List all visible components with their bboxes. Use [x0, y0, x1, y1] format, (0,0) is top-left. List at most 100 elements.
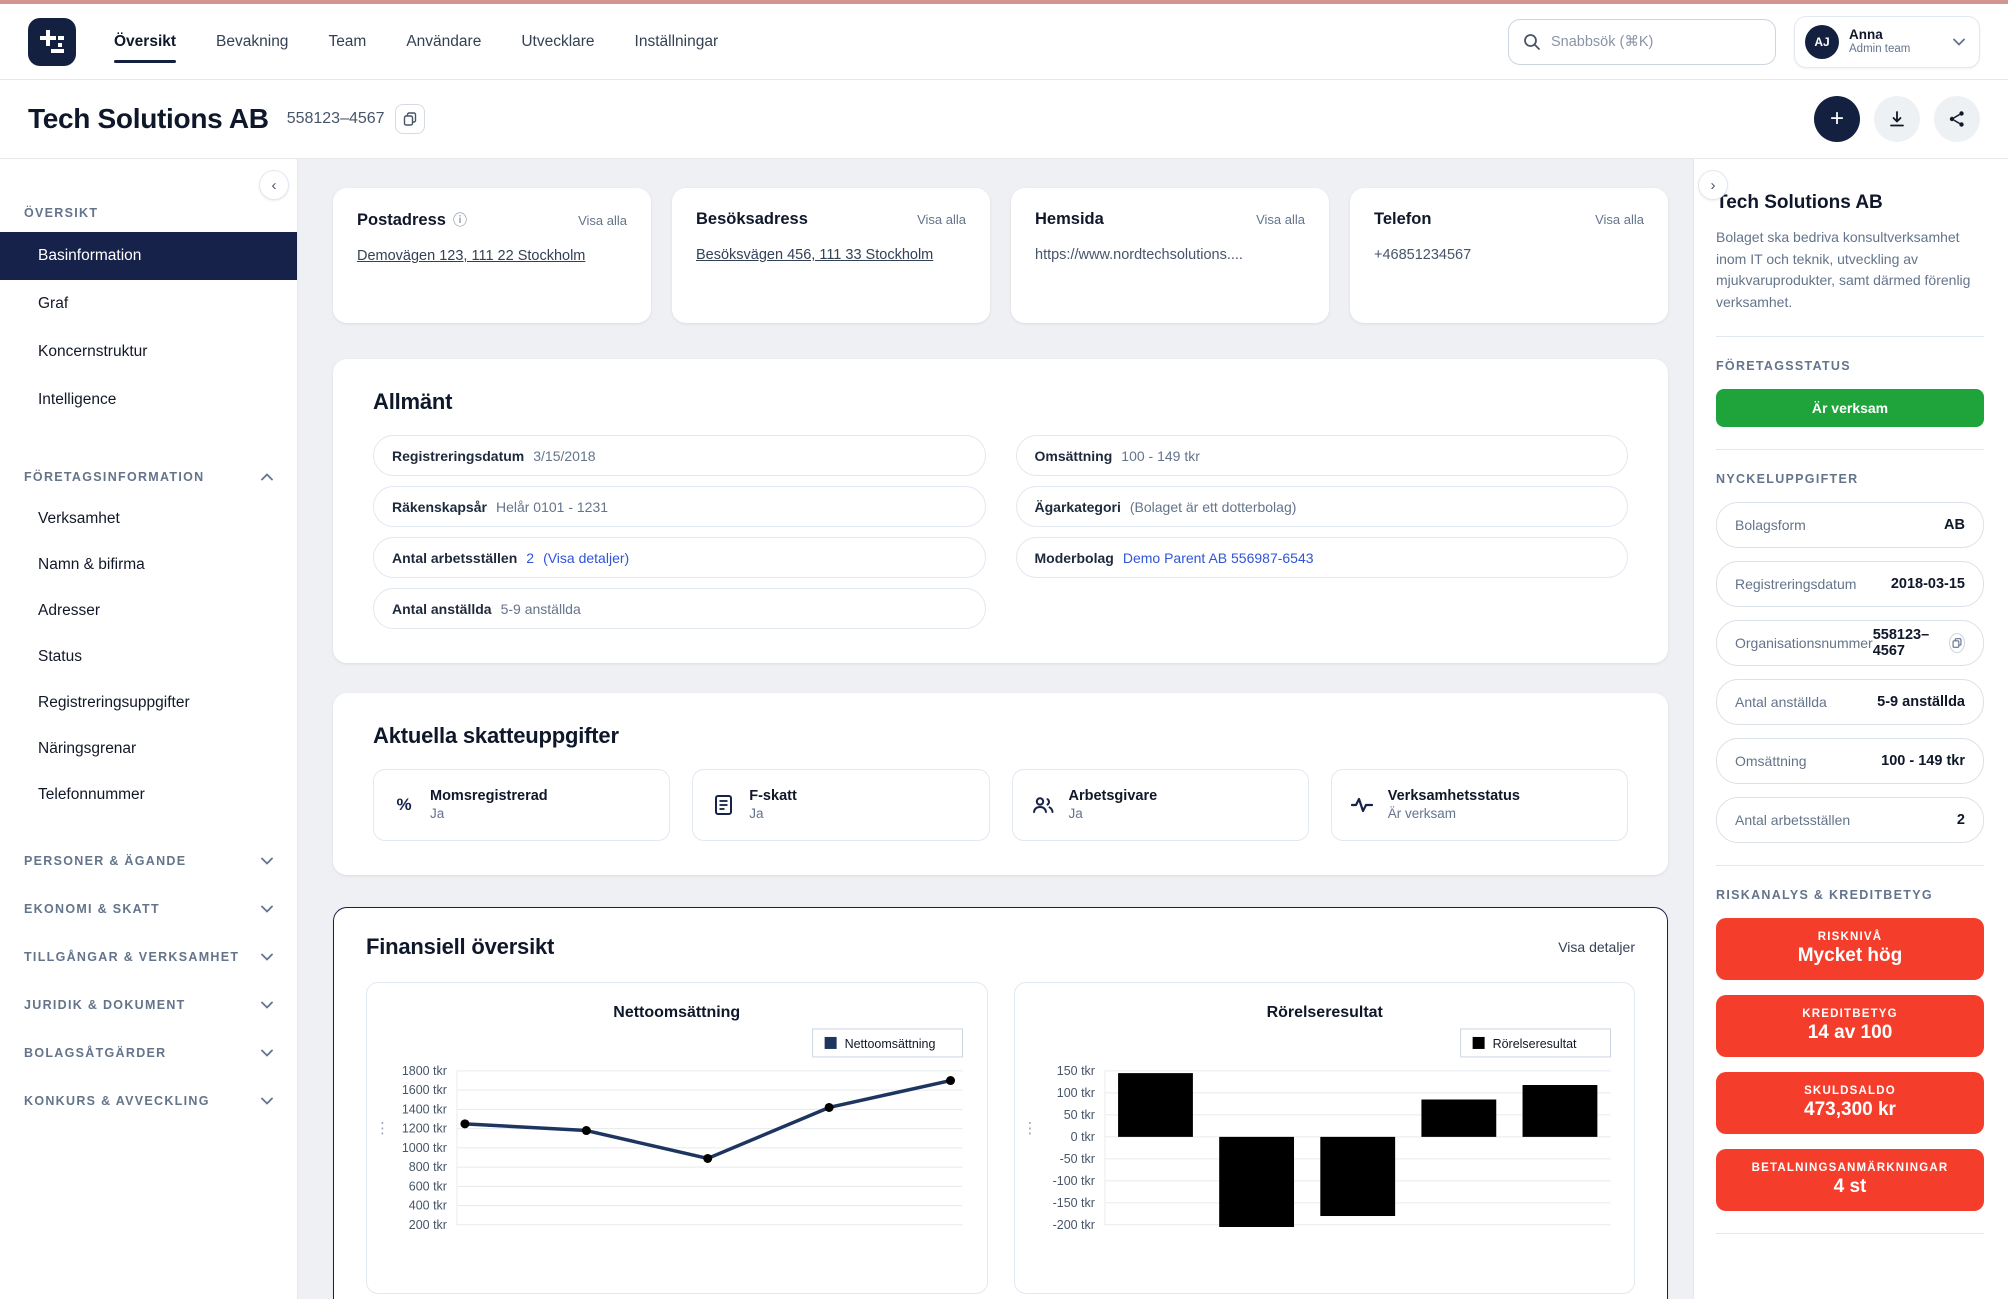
field-value: 100 - 149 tkr: [1121, 447, 1200, 464]
tab-oversikt[interactable]: Översikt: [114, 4, 177, 79]
visa-alla-link[interactable]: Visa alla: [1256, 212, 1305, 227]
visa-alla-link[interactable]: Visa alla: [917, 212, 966, 227]
sidebar-collapse-button[interactable]: ‹: [259, 170, 289, 200]
sidebar-item-registreringsuppgifter[interactable]: Registreringsuppgifter: [38, 694, 190, 711]
svg-text:Rörelseresultat: Rörelseresultat: [1492, 1037, 1576, 1051]
left-sidebar: ‹ ÖVERSIKT Basinformation Graf Koncernst…: [0, 158, 298, 1299]
nettoomsattning-chart: Nettoomsättning 1800 tkr 1600 tkr 1400 tkr 1…: [402, 1004, 964, 1232]
info-icon[interactable]: ⓘ: [452, 212, 467, 228]
share-button[interactable]: [1934, 96, 1980, 142]
divider: [1716, 335, 1984, 337]
arbetsgivare-card: Arbetsgivare Ja: [1011, 769, 1309, 841]
sidebar-section-label: FÖRETAGSINFORMATION: [24, 470, 205, 484]
risk-value: 4 st: [1833, 1175, 1867, 1197]
tab-utvecklare[interactable]: Utvecklare: [521, 32, 595, 50]
sidebar-item-graf[interactable]: Graf: [38, 295, 69, 312]
copy-org-number-button[interactable]: [394, 104, 425, 134]
field-agarkategori: Ägarkategori (Bolaget är ett dotterbolag…: [1015, 486, 1628, 527]
riskniva-card: RISKNIVÅ Mycket hög: [1716, 917, 1984, 980]
sidebar-item-verksamhet[interactable]: Verksamhet: [38, 510, 120, 527]
key-row-organisationsnummer: Organisationsnummer 558123–4567: [1716, 619, 1984, 666]
right-panel-collapse-button[interactable]: ›: [1698, 170, 1728, 200]
visa-detaljer-link[interactable]: (Visa detaljer): [543, 549, 630, 566]
sidebar-item-naringsgrenar[interactable]: Näringsgrenar: [38, 740, 137, 757]
finansiell-title: Finansiell översikt: [366, 934, 555, 959]
telefon-card: Telefon Visa alla +46851234567: [1350, 188, 1668, 323]
besoksadress-card: Besöksadress Visa alla Besöksvägen 456, …: [672, 188, 990, 323]
visa-detaljer-link[interactable]: Visa detaljer: [1558, 939, 1635, 955]
field-rakenskapsar: Räkenskapsår Helår 0101 - 1231: [373, 486, 986, 527]
panel-company-name: Tech Solutions AB: [1716, 192, 1883, 213]
download-button[interactable]: [1874, 96, 1920, 142]
key-row-omsattning: Omsättning 100 - 149 tkr: [1716, 737, 1984, 784]
skatteuppgifter-title: Aktuella skatteuppgifter: [373, 723, 619, 748]
verksamhetsstatus-card: Verksamhetsstatus Är verksam: [1330, 769, 1628, 841]
tab-anvandare[interactable]: Användare: [406, 32, 482, 50]
kreditbetyg-card: KREDITBETYG 14 av 100: [1716, 994, 1984, 1057]
document-icon: [711, 795, 735, 815]
field-value: 3/15/2018: [533, 447, 596, 464]
sidebar-item-status[interactable]: Status: [38, 648, 82, 665]
sidebar-section-bolagsatgarder[interactable]: BOLAGSÅTGÄRDER: [0, 1046, 297, 1060]
finansiell-oversikt-card: Finansiell översikt Visa detaljer ⋮ Nett…: [333, 907, 1668, 1299]
key-label: Antal anställda: [1735, 693, 1827, 710]
key-value: AB: [1944, 516, 1965, 533]
search-box: [1508, 18, 1776, 65]
besoksadress-value[interactable]: Besöksvägen 456, 111 33 Stockholm: [696, 247, 934, 263]
chart-menu-icon[interactable]: ⋮: [375, 1120, 390, 1138]
topnav-right: AJ Anna Admin team: [1508, 15, 1980, 68]
tab-installningar[interactable]: Inställningar: [634, 32, 719, 50]
sidebar-section-foretagsinformation[interactable]: FÖRETAGSINFORMATION: [0, 470, 297, 484]
visa-alla-link[interactable]: Visa alla: [1595, 212, 1644, 227]
svg-text:100 tkr: 100 tkr: [1056, 1086, 1094, 1100]
chevron-down-icon: [261, 905, 273, 913]
chevron-down-icon: [261, 953, 273, 961]
app-logo[interactable]: [28, 17, 76, 66]
sidebar-item-basinformation[interactable]: Basinformation: [0, 232, 297, 280]
user-menu[interactable]: AJ Anna Admin team: [1794, 15, 1980, 68]
moderbolag-link[interactable]: Demo Parent AB 556987-6543: [1122, 549, 1314, 566]
logo-glyph: [40, 29, 64, 53]
svg-text:1200 tkr: 1200 tkr: [402, 1122, 447, 1136]
tax-label: Momsregistrerad: [430, 787, 548, 804]
betalningsanmarkningar-card: BETALNINGSANMÄRKNINGAR 4 st: [1716, 1148, 1984, 1211]
key-row-antal-arbetsstallen: Antal arbetsställen 2: [1716, 796, 1984, 843]
key-label: Registreringsdatum: [1735, 575, 1857, 592]
skatteuppgifter-card: Aktuella skatteuppgifter % Momsregistrer…: [333, 693, 1668, 875]
postadress-value[interactable]: Demovägen 123, 111 22 Stockholm: [357, 248, 586, 264]
chart-menu-icon[interactable]: ⋮: [1022, 1120, 1038, 1138]
copy-org-number-mini-button[interactable]: [1948, 632, 1965, 653]
sidebar-item-telefonnummer[interactable]: Telefonnummer: [38, 786, 145, 803]
sidebar-item-adresser[interactable]: Adresser: [38, 602, 101, 619]
key-label: Antal arbetsställen: [1735, 811, 1851, 828]
field-moderbolag: Moderbolag Demo Parent AB 556987-6543: [1015, 537, 1628, 578]
tab-bevakning[interactable]: Bevakning: [216, 32, 289, 50]
tab-team[interactable]: Team: [328, 32, 367, 50]
primary-tabs: Översikt Bevakning Team Användare Utveck…: [114, 4, 718, 79]
field-label: Ägarkategori: [1034, 498, 1121, 515]
card-title: Hemsida: [1035, 210, 1104, 228]
visa-alla-link[interactable]: Visa alla: [578, 212, 627, 228]
foretagsstatus-label: FÖRETAGSSTATUS: [1716, 358, 1851, 373]
sidebar-item-intelligence[interactable]: Intelligence: [38, 391, 117, 408]
risk-value: 14 av 100: [1807, 1021, 1893, 1043]
sidebar-section-oversikt: ÖVERSIKT: [0, 206, 297, 220]
sidebar-section-personer-agande[interactable]: PERSONER & ÄGANDE: [0, 854, 297, 868]
sidebar-section-label: BOLAGSÅTGÄRDER: [24, 1046, 167, 1060]
sidebar-item-namn-bifirma[interactable]: Namn & bifirma: [38, 556, 145, 573]
add-button[interactable]: +: [1814, 96, 1860, 142]
risk-cards: RISKNIVÅ Mycket hög KREDITBETYG 14 av 10…: [1716, 917, 1984, 1211]
risk-label: BETALNINGSANMÄRKNINGAR: [1751, 1161, 1949, 1174]
sidebar-section-tillgangar-verksamhet[interactable]: TILLGÅNGAR & VERKSAMHET: [0, 950, 297, 964]
share-icon: [1949, 111, 1964, 127]
avatar: AJ: [1805, 24, 1839, 59]
sidebar-section-ekonomi-skatt[interactable]: EKONOMI & SKATT: [0, 902, 297, 916]
svg-text:-50 tkr: -50 tkr: [1059, 1152, 1094, 1166]
search-input[interactable]: [1551, 33, 1761, 50]
sidebar-item-koncernstruktur[interactable]: Koncernstruktur: [38, 343, 148, 360]
allmant-title: Allmänt: [373, 389, 453, 414]
svg-text:800 tkr: 800 tkr: [409, 1160, 447, 1174]
sidebar-section-konkurs-avveckling[interactable]: KONKURS & AVVECKLING: [0, 1094, 297, 1108]
sidebar-section-juridik-dokument[interactable]: JURIDIK & DOKUMENT: [0, 998, 297, 1012]
percent-icon: %: [396, 795, 412, 814]
